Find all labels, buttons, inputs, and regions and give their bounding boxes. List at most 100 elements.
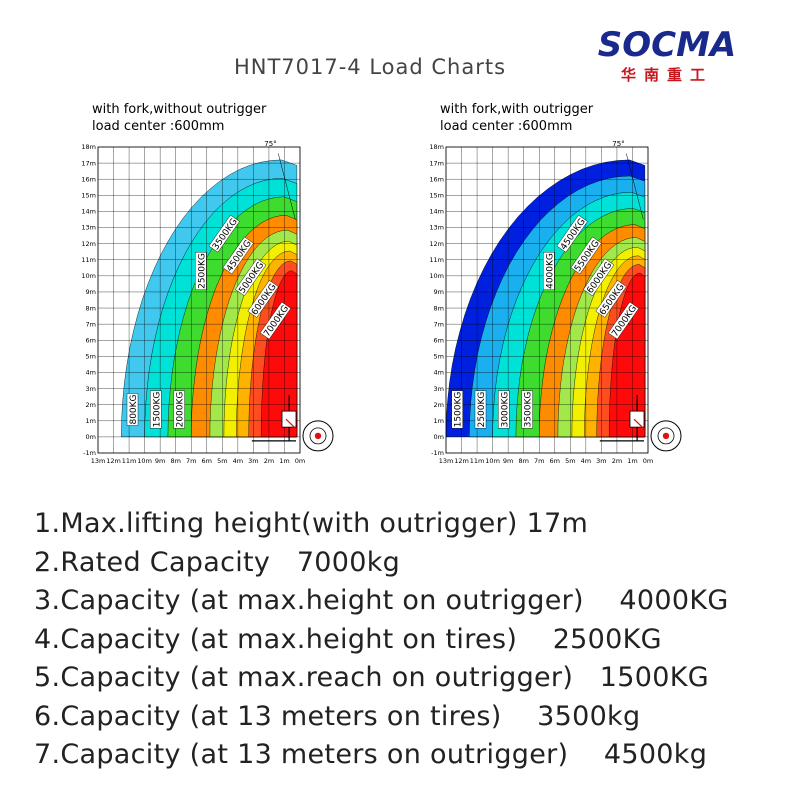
y-tick-label: 17m	[429, 159, 444, 167]
zone-label-text: 800KG	[129, 394, 139, 424]
y-tick-label: 0m	[434, 433, 444, 441]
y-tick-label: 5m	[86, 353, 96, 361]
zone-label-box	[498, 390, 510, 429]
y-tick-label: 4m	[86, 369, 96, 377]
x-tick-label: 11m	[122, 457, 137, 465]
zone-label-text: 2500KG	[197, 253, 207, 289]
y-tick-label: 9m	[86, 288, 96, 296]
zone-label-1500kg: 1500KG	[451, 390, 464, 429]
max-angle-label: 75°	[264, 140, 276, 148]
chart-note-mode: with fork,with outrigger	[440, 102, 594, 117]
zone-label-3500kg: 3500KG	[521, 390, 534, 429]
x-tick-label: 1m	[279, 457, 289, 465]
x-tick-label: 11m	[470, 457, 485, 465]
y-tick-label: 4m	[434, 369, 444, 377]
x-tick-label: 6m	[550, 457, 560, 465]
x-tick-label: 5m	[217, 457, 227, 465]
x-tick-label: 6m	[202, 457, 212, 465]
zone-label-box	[222, 236, 254, 275]
zone-label-text: 4000KG	[545, 253, 555, 289]
y-tick-label: 0m	[86, 433, 96, 441]
y-tick-label: 14m	[81, 208, 96, 216]
max-angle-label: 75°	[612, 140, 624, 148]
x-tick-label: 10m	[137, 457, 152, 465]
zone-label-2000kg: 2000KG	[173, 390, 186, 429]
cab-outline	[629, 410, 645, 428]
x-tick-label: 2m	[612, 457, 622, 465]
y-tick-label: 7m	[86, 320, 96, 328]
y-tick-label: 8m	[86, 304, 96, 312]
spec-item-6: 6.Capacity (at 13 meters on tires) 3500k…	[34, 700, 641, 732]
zone-label-text: 2500KG	[477, 392, 487, 428]
spec-item-4: 4.Capacity (at max.height on tires) 2500…	[34, 623, 662, 655]
load-chart-with-outrigger: with fork,with outrigger load center :600…	[428, 95, 778, 480]
y-tick-label: -1m	[83, 449, 96, 457]
y-tick-label: 7m	[434, 320, 444, 328]
cab-outline	[281, 410, 297, 428]
x-tick-label: 2m	[264, 457, 274, 465]
max-angle-line	[278, 153, 296, 220]
wheel-hub	[662, 432, 670, 440]
zone-label-box	[195, 252, 207, 290]
x-tick-label: 12m	[454, 457, 469, 465]
y-tick-label: 3m	[86, 385, 96, 393]
zone-label-box	[556, 214, 588, 253]
zone-label-box	[126, 393, 139, 426]
y-tick-label: 11m	[429, 256, 444, 264]
x-tick-label: 3m	[596, 457, 606, 465]
y-tick-label: 3m	[434, 385, 444, 393]
plot-frame	[97, 146, 301, 454]
y-tick-label: 12m	[429, 240, 444, 248]
boom-arm	[285, 418, 297, 430]
chart-note-load-center: load center :600mm	[440, 119, 572, 134]
x-tick-label: 10m	[485, 457, 500, 465]
spec-item-1: 1.Max.lifting height(with outrigger) 17m	[34, 508, 589, 539]
zone-label-box	[521, 390, 533, 429]
spec-item-5: 5.Capacity (at max.reach on outrigger) 1…	[34, 662, 709, 693]
y-tick-label: 16m	[81, 175, 96, 183]
zone-label-box	[583, 258, 615, 297]
x-tick-label: 9m	[503, 457, 513, 465]
zone-label-box	[259, 301, 292, 340]
zone-label-2500kg: 2500KG	[474, 390, 487, 429]
max-angle-line	[626, 153, 644, 220]
page-title: HNT7017-4 Load Charts	[233, 55, 507, 79]
zone-label-box	[543, 252, 555, 290]
zone-label-800kg: 800KG	[126, 393, 139, 426]
zone-label-box	[595, 280, 627, 318]
zone-label-text: 2000KG	[176, 392, 186, 428]
x-tick-label: 12m	[106, 457, 121, 465]
x-tick-label: 3m	[248, 457, 258, 465]
socma-logo: SOCMA 华南重工	[598, 25, 737, 84]
load-chart-svg-right: with fork,with outrigger load center :600…	[429, 102, 682, 465]
telehandler-icon	[599, 395, 682, 452]
load-chart-without-outrigger: with fork,without outrigger load center :…	[80, 95, 430, 480]
x-tick-label: 1m	[627, 457, 637, 465]
zone-label-box	[150, 390, 162, 429]
y-tick-label: 15m	[429, 192, 444, 200]
x-tick-label: 5m	[565, 457, 575, 465]
y-tick-label: 13m	[81, 224, 96, 232]
zone-label-text: 1500KG	[454, 392, 464, 428]
zone-label-box	[607, 301, 640, 340]
y-tick-label: 15m	[81, 192, 96, 200]
y-tick-label: 2m	[434, 401, 444, 409]
spec-item-2: 2.Rated Capacity 7000kg	[34, 546, 401, 578]
boom-arm	[633, 418, 645, 430]
y-tick-label: 1m	[434, 417, 444, 425]
y-tick-label: 17m	[81, 159, 96, 167]
x-tick-label: 0m	[643, 457, 653, 465]
zone-label-text: 3500KG	[524, 392, 534, 428]
y-tick-label: 8m	[434, 304, 444, 312]
logo-text: SOCMA	[598, 25, 737, 65]
y-tick-label: -1m	[431, 449, 444, 457]
x-tick-label: 13m	[439, 457, 454, 465]
x-tick-label: 8m	[170, 457, 180, 465]
y-tick-label: 6m	[86, 336, 96, 344]
zone-label-box	[208, 214, 240, 253]
x-tick-label: 8m	[518, 457, 528, 465]
y-tick-label: 16m	[429, 175, 444, 183]
y-tick-label: 5m	[434, 353, 444, 361]
x-tick-label: 4m	[233, 457, 243, 465]
y-tick-label: 2m	[86, 401, 96, 409]
